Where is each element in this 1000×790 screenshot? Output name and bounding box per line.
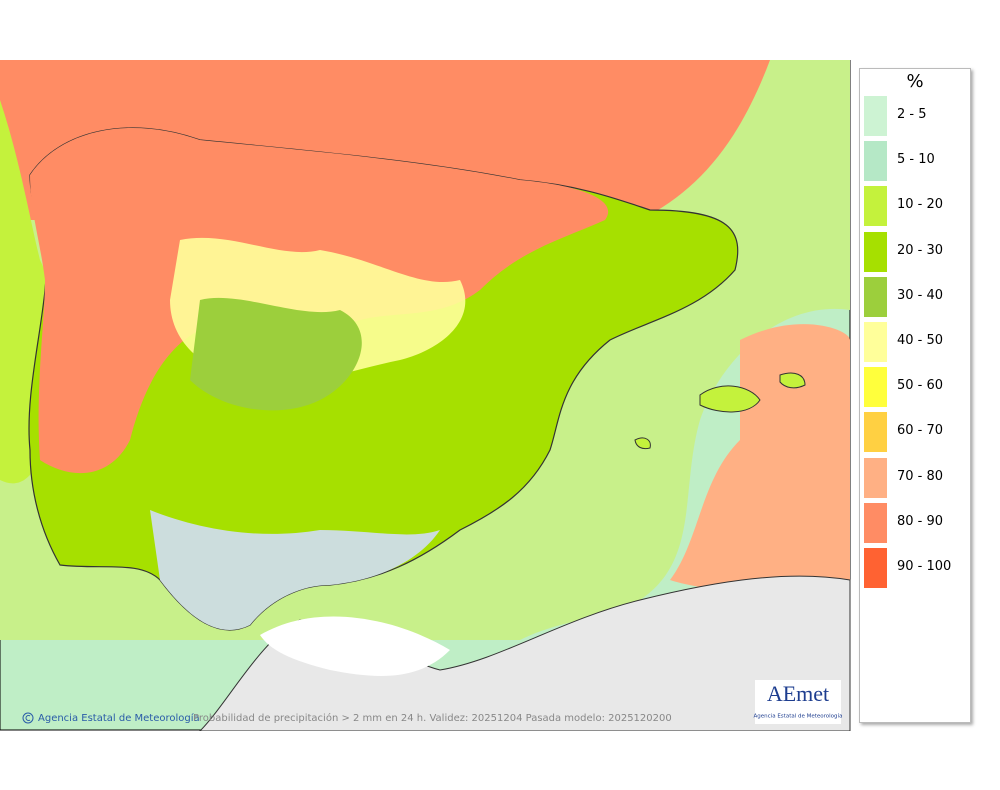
legend: % 2 - 5 5 - 10 10 - 20 20 - 30 30 - 40 40 - 5…	[859, 68, 971, 723]
legend-label: 2 - 5	[897, 107, 927, 122]
low-prob-area	[150, 510, 440, 630]
legend-item: 90 - 100	[864, 548, 968, 588]
logo-box	[755, 680, 841, 724]
legend-item: 5 - 10	[864, 141, 968, 182]
legend-item: 30 - 40	[864, 276, 968, 317]
credit: Agencia Estatal de Meteorología	[38, 712, 200, 724]
island	[779, 372, 806, 389]
legend-swatch	[864, 502, 887, 543]
logo-subtitle: Agencia Estatal de Meteorología	[754, 713, 843, 720]
legend-item: 2 - 5	[864, 96, 968, 136]
logo: AEmet	[767, 681, 829, 706]
legend-item: 40 - 50	[864, 322, 968, 362]
copyright-icon	[25, 715, 31, 721]
legend-swatch	[864, 231, 887, 272]
legend-label: 40 - 50	[897, 333, 944, 348]
island	[699, 385, 761, 413]
legend-item: 20 - 30	[864, 231, 968, 272]
map: Agencia Estatal de Meteorología Probabil…	[0, 60, 851, 731]
legend-item: 70 - 80	[864, 457, 968, 498]
sea-high	[670, 324, 850, 592]
legend-swatch	[864, 457, 887, 498]
legend-item: 80 - 90	[864, 502, 968, 543]
legend-label: 90 - 100	[897, 559, 952, 574]
legend-label: 60 - 70	[897, 423, 944, 439]
legend-swatch	[864, 186, 887, 227]
legend-swatch	[864, 276, 887, 317]
legend-swatch	[864, 412, 887, 453]
legend-item: 60 - 70	[864, 412, 968, 453]
legend-label: 80 - 90	[897, 513, 944, 529]
legend-label: 10 - 20	[897, 197, 944, 213]
legend-swatch	[864, 141, 887, 182]
legend-label: 5 - 10	[897, 152, 935, 168]
legend-label: 30 - 40	[897, 287, 944, 303]
copyright-icon	[22, 712, 34, 724]
low-prob-area	[260, 616, 450, 676]
legend-swatch	[864, 96, 887, 136]
legend-item: 50 - 60	[864, 367, 968, 408]
mid-prob-area	[190, 297, 362, 411]
legend-label: 70 - 80	[897, 468, 944, 484]
legend-label: 50 - 60	[897, 378, 944, 394]
legend-swatch	[864, 548, 887, 588]
caption: Probabilidad de precipitación > 2 mm en …	[193, 712, 672, 724]
legend-label: 20 - 30	[897, 242, 944, 258]
legend-swatch	[864, 367, 887, 408]
island	[634, 437, 651, 450]
legend-item: 10 - 20	[864, 186, 968, 227]
legend-title: %	[906, 71, 924, 92]
legend-swatch	[864, 322, 887, 362]
